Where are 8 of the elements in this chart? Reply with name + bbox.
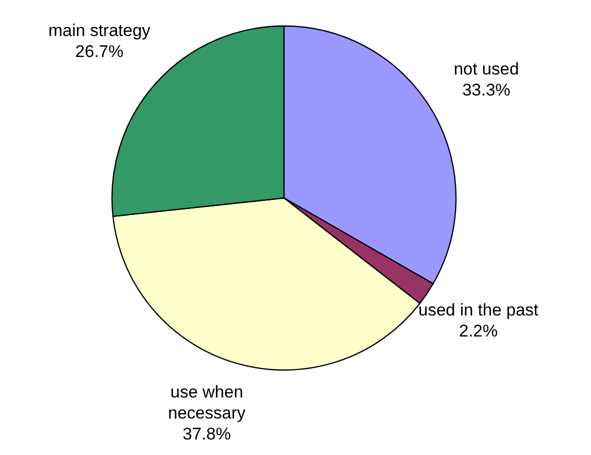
data-label: 33.3%: [462, 80, 510, 99]
data-label: 37.8%: [182, 424, 231, 443]
data-label: 26.7%: [75, 42, 124, 61]
slice-label: used in the past: [418, 300, 539, 319]
slice-label: not used: [454, 58, 519, 78]
data-label: 2.2%: [459, 320, 498, 340]
slice-label: main strategy: [48, 20, 151, 40]
slice-label: use when necessary: [168, 382, 246, 422]
